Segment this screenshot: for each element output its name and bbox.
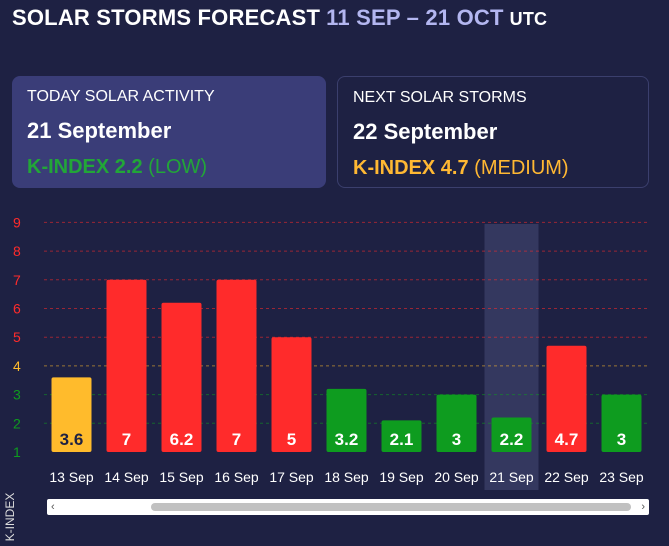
today-activity-card: TODAY SOLAR ACTIVITY 21 September K-INDE… bbox=[12, 76, 326, 188]
kindex-bar-chart: 1 2 3 4 5 6 7 8 9 3.6 13 Sep 7 14 Sep 6.2 15 Sep 7 16 Se… bbox=[13, 218, 649, 490]
bar bbox=[51, 377, 92, 452]
next-kindex-level: (MEDIUM) bbox=[474, 157, 569, 179]
x-tick-label: 22 Sep bbox=[544, 469, 589, 485]
x-tick-label: 23 Sep bbox=[599, 469, 644, 485]
today-kindex: K-INDEX 2.2 (LOW) bbox=[27, 156, 311, 179]
page-title: SOLAR STORMS FORECAST 11 SEP – 21 OCT UTC bbox=[12, 5, 547, 31]
bar bbox=[216, 279, 257, 452]
title-timezone: UTC bbox=[509, 9, 548, 29]
next-kindex-value: K-INDEX 4.7 bbox=[353, 157, 469, 179]
today-kindex-value: K-INDEX 2.2 bbox=[27, 156, 143, 178]
y-axis-title-text: K-INDEX bbox=[3, 492, 17, 542]
x-tick-label: 20 Sep bbox=[434, 469, 479, 485]
title-main: SOLAR STORMS FORECAST bbox=[12, 5, 321, 30]
y-tick-label: 7 bbox=[13, 272, 21, 288]
next-card-label: NEXT SOLAR STORMS bbox=[353, 89, 527, 106]
x-tick-label: 16 Sep bbox=[214, 469, 259, 485]
next-storms-card: NEXT SOLAR STORMS 22 September K-INDEX 4… bbox=[337, 76, 649, 188]
x-tick-label: 18 Sep bbox=[324, 469, 369, 485]
y-tick-label: 6 bbox=[13, 301, 21, 317]
y-axis-title: K-INDEX bbox=[3, 486, 17, 544]
x-tick-label: 14 Sep bbox=[104, 469, 149, 485]
scrollbar-thumb[interactable] bbox=[151, 503, 631, 511]
bar-value-label: 2.1 bbox=[390, 430, 414, 449]
today-kindex-level: (LOW) bbox=[148, 156, 208, 178]
next-kindex: K-INDEX 4.7 (MEDIUM) bbox=[353, 157, 633, 180]
bar bbox=[546, 345, 587, 452]
chart-scrollbar[interactable]: ‹ › bbox=[47, 499, 649, 515]
bar-value-label: 7 bbox=[232, 430, 241, 449]
bar bbox=[381, 420, 422, 452]
bar-value-label: 2.2 bbox=[500, 430, 524, 449]
scroll-right-icon[interactable]: › bbox=[641, 501, 645, 513]
bar bbox=[491, 417, 532, 452]
bar-value-label: 7 bbox=[122, 430, 131, 449]
today-card-label: TODAY SOLAR ACTIVITY bbox=[27, 88, 215, 105]
x-tick-label: 15 Sep bbox=[159, 469, 204, 485]
y-tick-label: 2 bbox=[13, 415, 21, 431]
bar bbox=[271, 337, 312, 452]
bar-value-label: 5 bbox=[287, 430, 296, 449]
x-tick-label: 13 Sep bbox=[49, 469, 94, 485]
bar-value-label: 6.2 bbox=[170, 430, 194, 449]
bar-value-label: 4.7 bbox=[555, 430, 579, 449]
next-card-date: 22 September bbox=[353, 119, 498, 144]
title-range: 11 SEP – 21 OCT bbox=[326, 5, 504, 30]
y-tick-label: 3 bbox=[13, 387, 21, 403]
bar bbox=[436, 394, 477, 452]
x-tick-label: 19 Sep bbox=[379, 469, 424, 485]
y-tick-label: 5 bbox=[13, 329, 21, 345]
bar-value-label: 3 bbox=[452, 430, 461, 449]
bar-value-label: 3 bbox=[617, 430, 626, 449]
y-tick-label: 1 bbox=[13, 444, 21, 460]
bar bbox=[326, 388, 367, 452]
bar bbox=[106, 279, 147, 452]
y-tick-label: 4 bbox=[13, 358, 21, 374]
bar bbox=[601, 394, 642, 452]
bar-value-label: 3.6 bbox=[60, 430, 84, 449]
y-tick-label: 9 bbox=[13, 218, 21, 230]
scroll-left-icon[interactable]: ‹ bbox=[51, 501, 55, 513]
today-card-date: 21 September bbox=[27, 118, 172, 143]
x-tick-label: 21 Sep bbox=[489, 469, 534, 485]
y-tick-label: 8 bbox=[13, 243, 21, 259]
x-tick-label: 17 Sep bbox=[269, 469, 314, 485]
bar-value-label: 3.2 bbox=[335, 430, 359, 449]
bar bbox=[161, 302, 202, 452]
